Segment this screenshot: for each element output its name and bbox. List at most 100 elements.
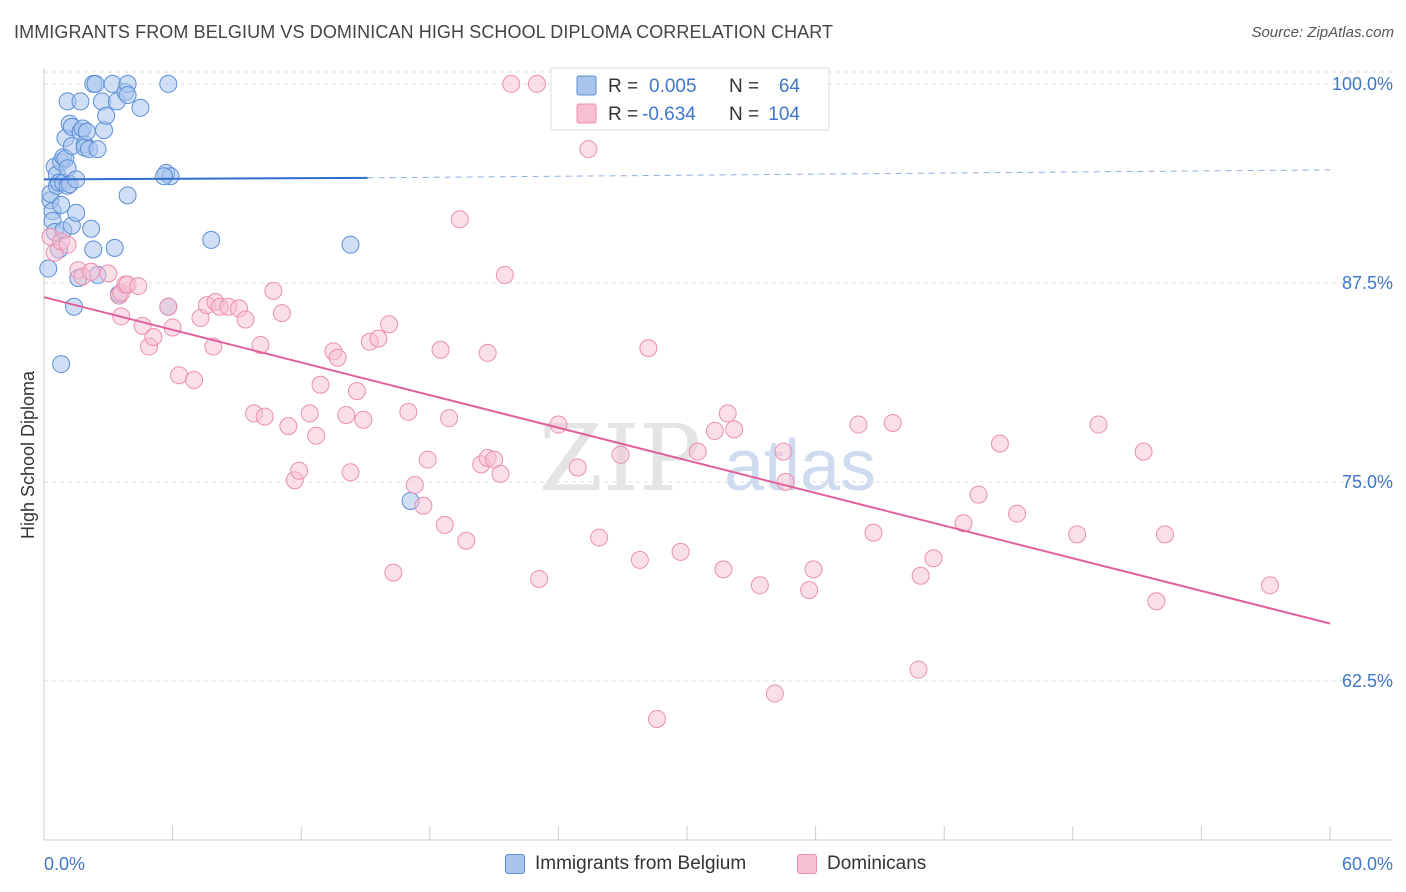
dominican-point — [1147, 592, 1166, 611]
dominican-point — [159, 297, 178, 316]
belgium-point — [84, 240, 103, 259]
source-credit: Source: ZipAtlas.com — [1251, 24, 1394, 41]
legend-n-value-blue: 64 — [779, 76, 801, 97]
legend-item-dominicans: Dominicans — [797, 853, 926, 875]
belgium-point — [82, 219, 101, 238]
dominican-point — [478, 343, 497, 362]
belgium-trend-extension — [367, 169, 1331, 179]
dominican-point — [491, 464, 510, 483]
dominican-point — [255, 407, 274, 426]
dominican-point — [129, 277, 148, 296]
dominican-point — [405, 476, 424, 495]
watermark-atlas: atlas — [724, 426, 876, 506]
belgium-point — [67, 203, 86, 222]
legend-r-label-blue: R = — [608, 76, 638, 97]
x-tick-label-min: 0.0% — [44, 854, 85, 874]
y-tick-label: 87.5% — [1342, 273, 1393, 293]
dominican-point — [774, 442, 793, 461]
belgium-point — [118, 86, 137, 105]
belgium-point — [118, 186, 137, 205]
dominican-point — [647, 710, 666, 729]
dominican-point — [272, 304, 291, 323]
legend-swatch-dominicans — [797, 854, 817, 874]
belgium-trend-line — [43, 176, 368, 181]
axes — [43, 68, 1393, 841]
correlation-legend: R = 0.005 N = 64 R = -0.634 N = 104 — [550, 67, 830, 131]
dominican-point — [58, 235, 77, 254]
legend-r-value-pink: -0.634 — [642, 104, 696, 125]
dominican-point — [279, 417, 298, 436]
dominican-point — [431, 340, 450, 359]
dominican-point — [495, 265, 514, 284]
legend-background — [550, 67, 830, 131]
dominican-point — [307, 426, 326, 445]
dominican-point — [800, 581, 819, 600]
dominican-point — [725, 420, 744, 439]
dominican-point — [1155, 525, 1174, 544]
chart-title: IMMIGRANTS FROM BELGIUM VS DOMINICAN HIG… — [14, 22, 834, 42]
dominican-point — [341, 463, 360, 482]
dominican-point — [1089, 415, 1108, 434]
legend-item-belgium: Immigrants from Belgium — [505, 853, 746, 875]
dominican-point — [347, 382, 366, 401]
legend-r-label-pink: R = — [608, 104, 638, 125]
dominican-point — [590, 528, 609, 547]
dominican-point — [328, 348, 347, 367]
dominican-points — [41, 74, 1279, 729]
dominican-point — [236, 310, 255, 329]
belgium-points — [39, 74, 420, 510]
belgium-point — [202, 230, 221, 249]
dominican-point — [611, 445, 630, 464]
dominican-point — [457, 531, 476, 550]
belgium-point — [86, 74, 105, 93]
y-tick-label: 62.5% — [1342, 671, 1393, 691]
dominican-point — [369, 329, 388, 348]
legend-swatch-pink — [576, 103, 597, 124]
legend-swatch-belgium — [505, 854, 525, 874]
dominican-point — [82, 262, 101, 281]
legend-n-label-blue: N = — [729, 76, 759, 97]
dominican-point — [144, 328, 163, 347]
belgium-point — [39, 259, 58, 278]
belgium-point — [52, 355, 71, 374]
belgium-point — [155, 167, 174, 186]
dominican-point — [185, 370, 204, 389]
dominican-point — [883, 413, 902, 432]
belgium-point — [97, 106, 116, 125]
watermark: ZIP atlas — [539, 405, 876, 512]
dominican-point — [864, 523, 883, 542]
dominican-point — [990, 434, 1009, 453]
dominican-point — [549, 415, 568, 434]
y-tick-labels: 62.5% 75.0% 87.5% 100.0% — [1332, 74, 1393, 691]
dominican-point — [954, 514, 973, 533]
dominican-point — [440, 409, 459, 428]
dominican-point — [399, 402, 418, 421]
dominican-point — [1134, 442, 1153, 461]
dominican-point — [969, 485, 988, 504]
dominican-point — [911, 566, 930, 585]
dominican-point — [530, 569, 549, 588]
belgium-point — [159, 74, 178, 93]
belgium-point — [71, 92, 90, 111]
dominican-point — [849, 415, 868, 434]
dominican-trend-line — [43, 296, 1331, 625]
dominican-point — [804, 560, 823, 579]
legend-n-label-pink: N = — [729, 104, 759, 125]
dominican-point — [714, 560, 733, 579]
dominican-point — [1008, 504, 1027, 523]
dominican-point — [384, 563, 403, 582]
dominican-point — [1260, 576, 1279, 595]
dominican-point — [568, 458, 587, 477]
dominican-point — [99, 264, 118, 283]
legend-label-belgium: Immigrants from Belgium — [535, 853, 747, 874]
dominican-point — [264, 281, 283, 300]
legend-r-value-blue: 0.005 — [649, 76, 697, 97]
dominican-point — [435, 515, 454, 534]
belgium-point — [77, 122, 96, 141]
y-tick-label: 100.0% — [1332, 74, 1393, 94]
dominican-point — [380, 315, 399, 334]
dominican-point — [909, 660, 928, 679]
dominican-point — [639, 339, 658, 358]
dominican-point — [1068, 525, 1087, 544]
